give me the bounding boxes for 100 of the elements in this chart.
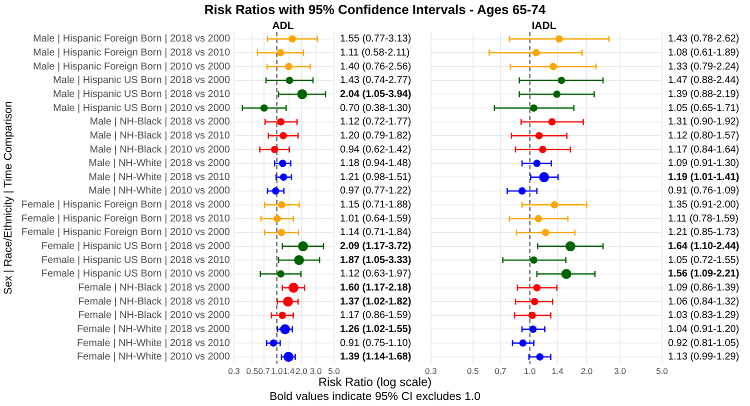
x-tick-label: 1.0	[270, 366, 283, 376]
y-tick-label: Male | Hispanic US Born | 2018 vs 2010	[53, 88, 230, 100]
point	[277, 118, 285, 126]
x-tick-label: 0.3	[228, 366, 240, 376]
point	[272, 187, 280, 195]
data-label: 0.91 (0.75-1.10)	[340, 338, 412, 349]
data-label: 1.14 (0.71-1.84)	[340, 227, 412, 238]
data-label: 1.43 (0.78-2.62)	[668, 34, 740, 45]
data-label: 1.21 (0.85-1.73)	[668, 227, 740, 238]
y-tick-label: Female | Hispanic Foreign Born | 2018 vs 2010	[21, 213, 230, 224]
data-label: 1.09 (0.86-1.39)	[668, 282, 740, 294]
point	[530, 298, 538, 306]
y-tick-label: Female | Hispanic Foreign Born | 2010 vs 2000	[21, 227, 230, 238]
point	[276, 49, 284, 56]
y-tick-label: Female | Hispanic US Born | 2018 vs 2000	[41, 241, 230, 252]
point	[532, 49, 540, 56]
y-tick-label: Female | Hispanic Foreign Born | 2018 vs 2000	[21, 200, 230, 211]
y-tick-label: Female | NH-White | 2010 vs 2000	[76, 352, 230, 363]
point	[558, 76, 566, 84]
y-tick-label: Male | NH-Black | 2018 vs 2010	[90, 130, 230, 142]
point	[280, 132, 287, 140]
point	[278, 228, 286, 236]
data-label: 1.17 (0.84-1.64)	[668, 144, 740, 156]
point	[270, 339, 278, 347]
point	[539, 146, 546, 154]
data-label: 1.43 (0.74-2.77)	[340, 75, 412, 86]
y-tick-label: Female | NH-White | 2018 vs 2000	[76, 324, 230, 335]
point	[278, 312, 286, 320]
point	[535, 132, 543, 140]
text: Bold values indicate 95% CI excludes 1.0	[268, 391, 482, 403]
y-tick-label: Female | Hispanic US Born | 2018 vs 2010	[41, 254, 230, 266]
data-label: 2.04 (1.05-3.94)	[340, 88, 412, 100]
x-axis-title: Risk Ratio (log scale)	[317, 375, 433, 389]
data-label: 1.17 (0.86-1.59)	[340, 310, 412, 322]
data-label: 1.11 (0.58-2.11)	[340, 47, 410, 58]
point	[285, 62, 292, 70]
data-label: 1.11 (0.78-1.59)	[668, 213, 738, 224]
y-tick-label: Male | NH-Black | 2018 vs 2000	[90, 116, 230, 128]
point	[534, 214, 542, 222]
point	[278, 201, 286, 208]
y-axis-title: Sex | Race/Ethnicity | Time Comparison	[2, 101, 15, 295]
data-label: 1.09 (0.91-1.30)	[668, 158, 740, 170]
data-label: 1.06 (0.84-1.32)	[668, 296, 740, 308]
y-tick-label: Male | Hispanic US Born | 2018 vs 2000	[53, 75, 230, 86]
text: Risk Ratios with 95% Confidence Intervals - Ages 65-74	[203, 2, 547, 17]
y-tick-label: Female | NH-Black | 2018 vs 2010	[78, 296, 230, 308]
point	[550, 201, 558, 208]
data-label: 1.04 (0.91-1.20)	[668, 324, 740, 335]
point	[529, 326, 537, 333]
data-label: 1.12 (0.80-1.57)	[668, 130, 740, 142]
data-label: 1.08 (0.61-1.89)	[668, 47, 740, 58]
data-label: 1.26 (1.02-1.55)	[340, 324, 412, 335]
y-tick-label: Female | Hispanic US Born | 2010 vs 2000	[41, 268, 230, 280]
point	[553, 90, 561, 98]
point	[530, 104, 538, 112]
data-label: 1.39 (0.88-2.19)	[668, 88, 740, 100]
data-label: 1.55 (0.77-3.13)	[340, 34, 412, 45]
chart-subtitle: IADL	[530, 20, 558, 32]
point	[280, 173, 288, 181]
point	[556, 35, 563, 43]
y-tick-label: Male | NH-Black | 2010 vs 2000	[90, 144, 230, 156]
data-label: 1.18 (0.94-1.48)	[340, 158, 412, 170]
data-label: 1.05 (0.65-1.71)	[668, 102, 740, 114]
data-label: 1.12 (0.63-1.97)	[340, 268, 412, 280]
data-label: 1.33 (0.79-2.24)	[668, 61, 740, 72]
x-tick-label: 3.0	[310, 366, 322, 376]
data-label: 1.37 (1.02-1.82)	[340, 296, 412, 308]
data-label: 1.13 (0.99-1.29)	[668, 352, 740, 363]
data-label: 1.12 (0.72-1.77)	[340, 116, 412, 128]
data-label: 0.91 (0.76-1.09)	[668, 186, 740, 197]
x-tick-label: 0.5	[466, 366, 480, 376]
point	[533, 284, 541, 292]
x-tick-label: 0.7	[258, 366, 270, 376]
data-label: 0.92 (0.81-1.05)	[668, 338, 740, 349]
data-label: 1.60 (1.17-2.18)	[340, 282, 412, 294]
data-label: 1.39 (1.14-1.68)	[340, 352, 412, 363]
x-tick-label: 2.0	[580, 366, 593, 376]
data-label: 1.35 (0.91-2.00)	[668, 200, 740, 211]
data-label: 1.47 (0.88-2.44)	[668, 75, 740, 86]
chart-subtitle: ADL	[271, 20, 295, 32]
y-tick-label: Male | Hispanic US Born | 2010 vs 2000	[53, 102, 230, 114]
data-label: 1.64 (1.10-2.44)	[668, 241, 740, 252]
y-tick-label: Male | NH-White | 2018 vs 2010	[88, 172, 230, 183]
y-tick-label: Male | Hispanic Foreign Born | 2018 vs 2000	[33, 34, 230, 45]
data-label: 0.70 (0.38-1.30)	[340, 102, 412, 114]
data-label: 0.94 (0.62-1.42)	[340, 144, 412, 156]
point	[530, 256, 538, 264]
x-tick-label: 1.4	[282, 366, 295, 376]
point	[550, 62, 557, 70]
point	[542, 228, 550, 236]
x-tick-label: 0.5	[246, 366, 258, 376]
x-tick-label: 3.0	[614, 366, 626, 376]
y-tick-label: Male | Hispanic Foreign Born | 2010 vs 2000	[33, 61, 230, 72]
point	[548, 118, 556, 126]
point	[536, 353, 544, 361]
point	[270, 146, 278, 154]
y-tick-label: Female | NH-White | 2018 vs 2010	[76, 338, 230, 349]
data-label: 1.40 (0.76-2.56)	[340, 61, 412, 72]
point	[528, 312, 536, 320]
data-label: 1.05 (0.72-1.55)	[668, 254, 740, 266]
